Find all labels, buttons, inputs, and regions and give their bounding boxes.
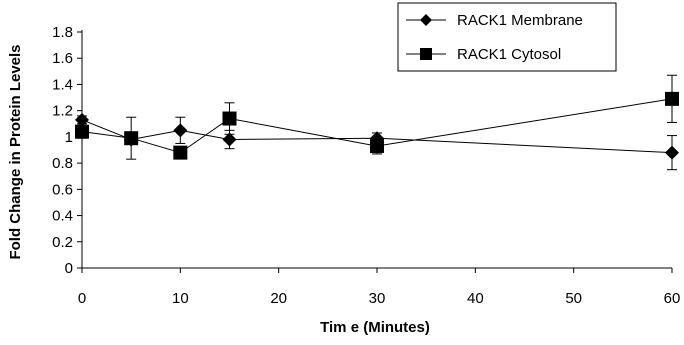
legend-diamond-marker: [420, 14, 432, 26]
diamond-marker: [173, 123, 188, 138]
y-tick-label: 0.6: [52, 181, 73, 198]
y-tick-labels: 0 0.2 0.4 0.6 0.8 1 1.2 1.4 1.6 1.8: [52, 24, 73, 277]
series-membrane: [75, 112, 679, 171]
diamond-marker: [222, 132, 237, 147]
square-marker: [665, 91, 679, 106]
square-marker: [124, 131, 139, 146]
y-tick-label: 0.4: [52, 208, 73, 225]
series-line: [81, 119, 673, 154]
x-tick-label: 60: [664, 290, 681, 307]
square-marker: [75, 124, 89, 139]
x-tick-label: 40: [467, 290, 484, 307]
x-tick-label: 20: [270, 290, 287, 307]
y-tick-label: 1.4: [52, 76, 73, 93]
x-tick-labels: 0 10 20 30 40 50 60: [78, 290, 681, 307]
y-tick-label: 0.2: [52, 234, 73, 251]
diamond-marker: [665, 145, 679, 160]
legend-box: [397, 2, 617, 72]
diamond-marker: [75, 112, 89, 127]
x-axis-title: Tim e (Minutes): [320, 319, 430, 336]
series-line: [81, 98, 673, 154]
y-axis-title: Fold Change in Protein Levels: [7, 44, 24, 259]
x-tick-label: 10: [172, 290, 189, 307]
x-tick-label: 0: [78, 290, 86, 307]
y-tick-label: 0.8: [52, 155, 73, 172]
series-layer: [75, 74, 679, 171]
y-tick-label: 1.2: [52, 103, 73, 120]
y-tick-label: 0: [65, 260, 73, 277]
y-tick-label: 1: [65, 129, 73, 146]
square-marker: [173, 145, 188, 160]
x-tick-label: 30: [369, 290, 386, 307]
legend: RACK1 Membrane RACK1 Cytosol: [397, 2, 617, 72]
series-cytosol: [75, 74, 679, 160]
legend-label-membrane: RACK1 Membrane: [457, 12, 583, 29]
legend-square-marker: [420, 48, 432, 60]
square-marker: [222, 111, 237, 126]
y-tick-label: 1.8: [52, 24, 73, 41]
axes: [77, 30, 673, 273]
y-tick-label: 1.6: [52, 50, 73, 67]
legend-label-cytosol: RACK1 Cytosol: [457, 46, 561, 63]
x-tick-label: 50: [565, 290, 582, 307]
square-marker: [370, 139, 384, 154]
